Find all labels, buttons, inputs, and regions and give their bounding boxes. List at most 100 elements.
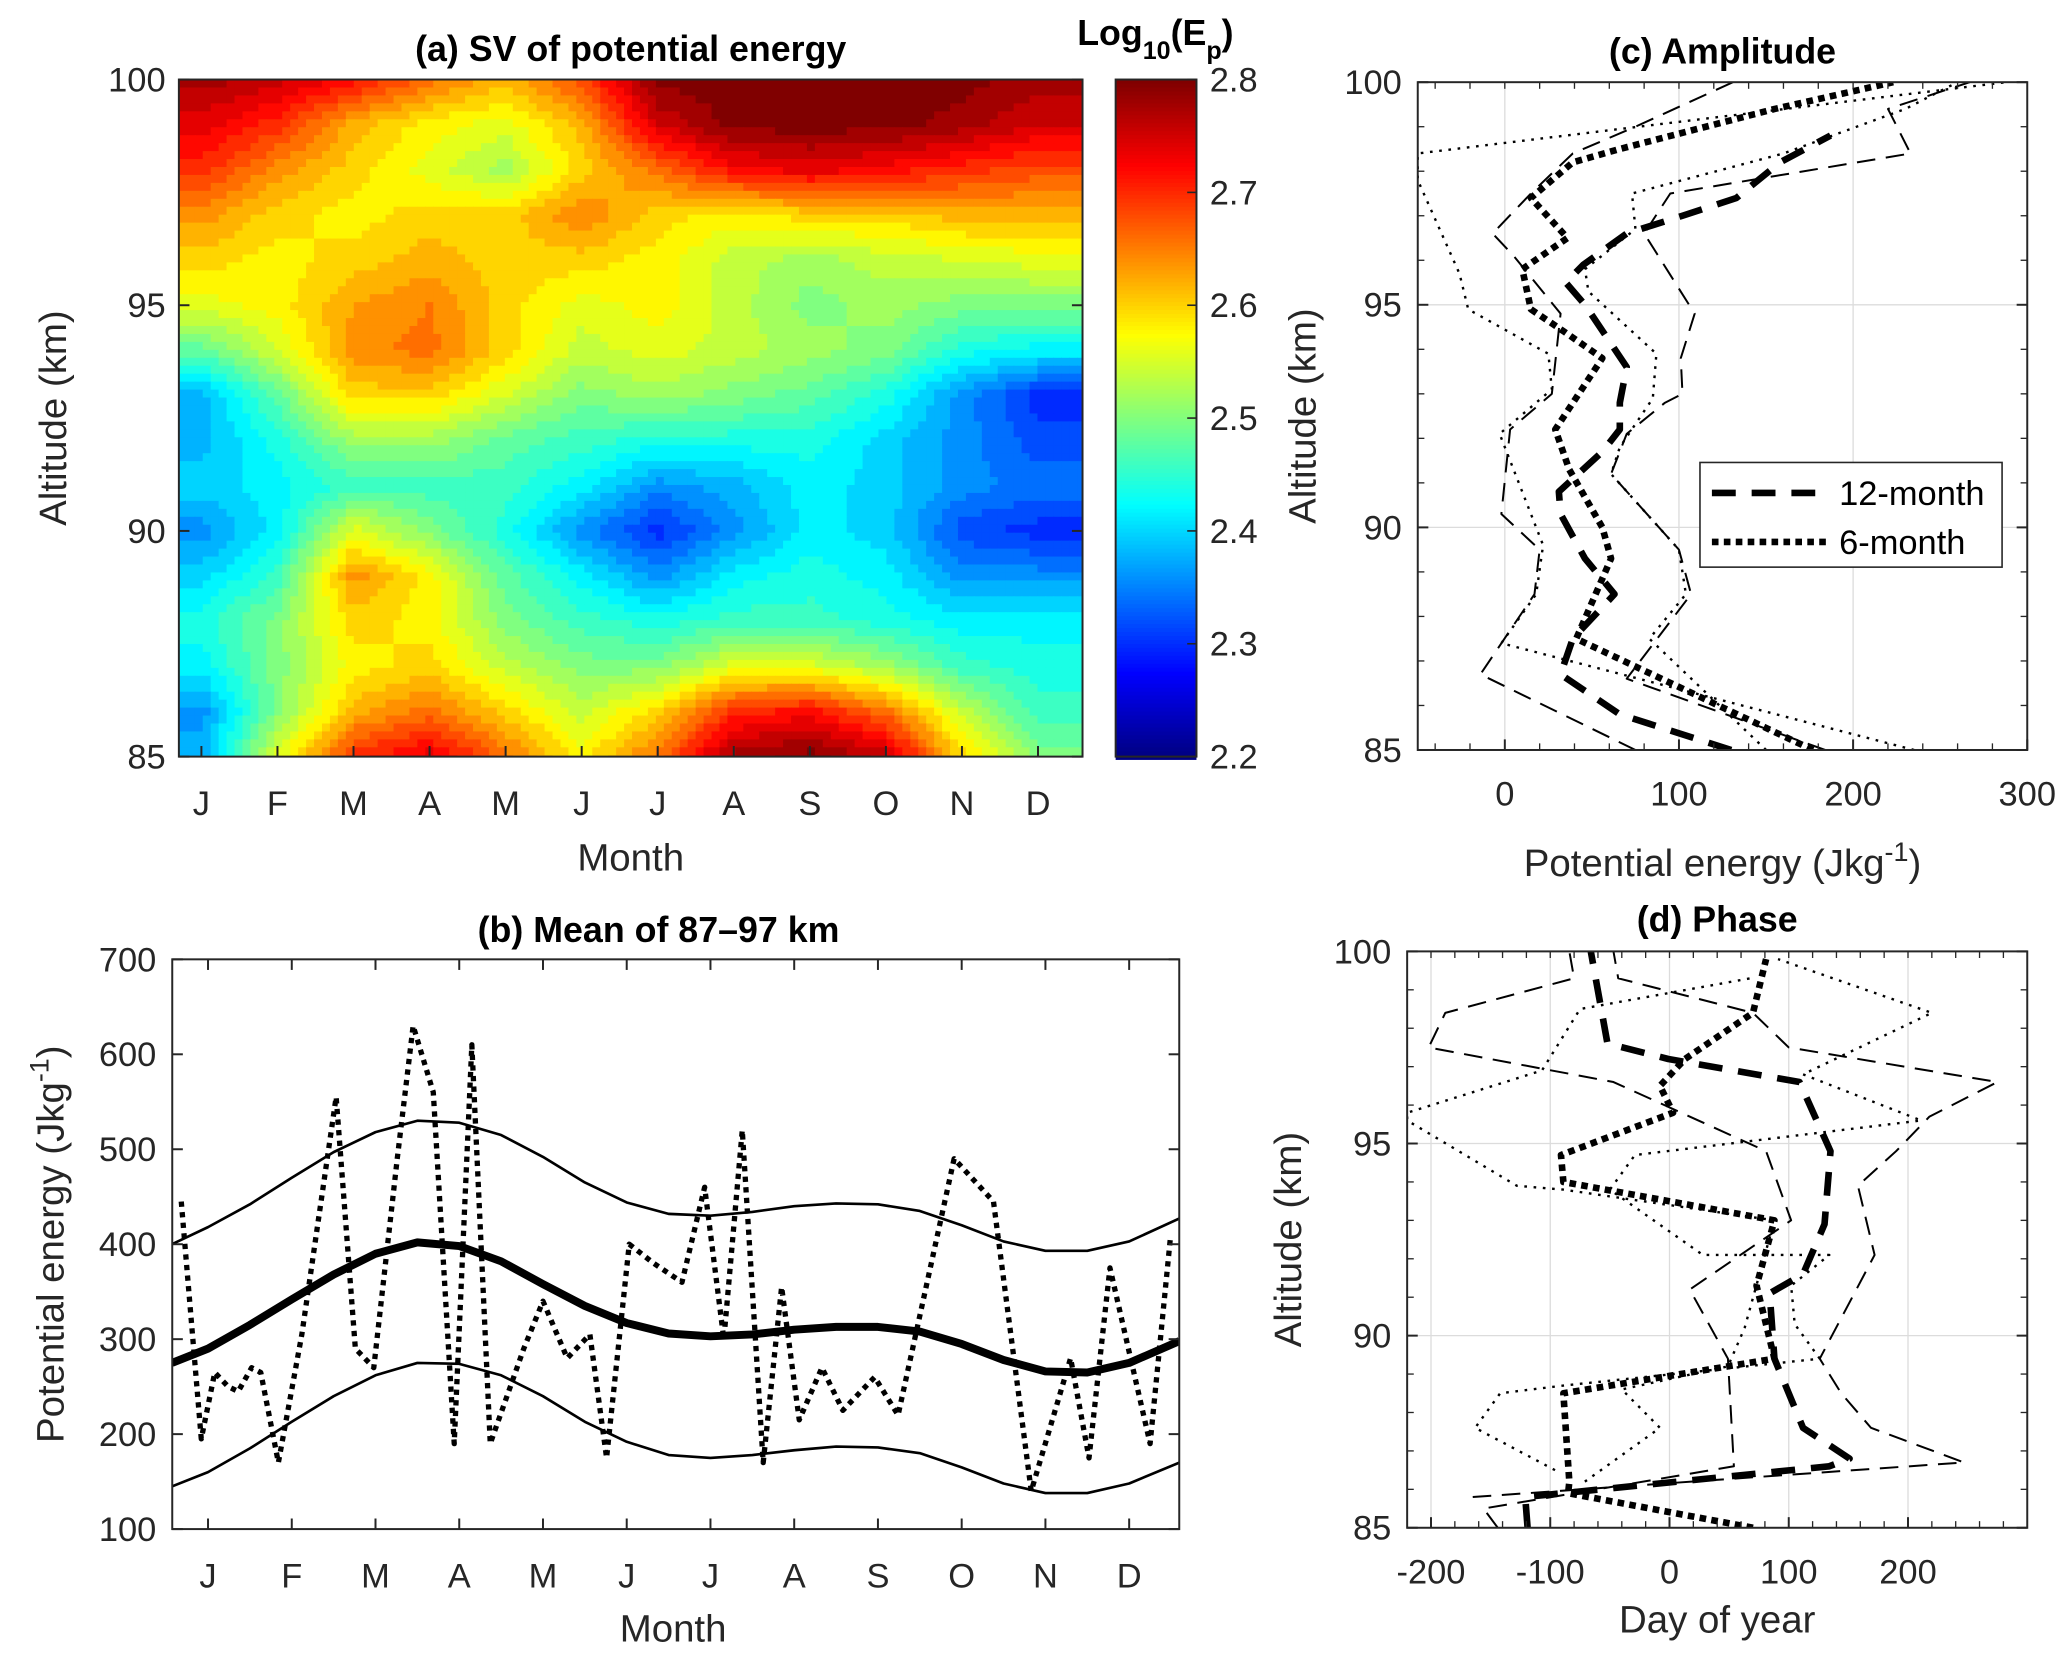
heatmap-cell (488, 397, 498, 407)
heatmap-cell (194, 421, 204, 430)
heatmap-cell (345, 333, 355, 343)
heatmap-cell (918, 357, 927, 367)
heatmap-cell (441, 206, 450, 216)
heatmap-cell (854, 294, 864, 303)
heatmap-cell (957, 278, 967, 287)
heatmap-cell (584, 127, 593, 136)
heatmap-cell (616, 206, 625, 216)
heatmap-cell (751, 413, 760, 423)
heatmap-cell (918, 254, 927, 264)
heatmap-cell (512, 87, 522, 97)
heatmap-cell (647, 325, 657, 335)
heatmap-cell (592, 135, 601, 144)
heatmap-cell (353, 159, 363, 168)
heatmap-cell (806, 238, 816, 248)
heatmap-cell (369, 230, 379, 240)
heatmap-cell (504, 262, 514, 271)
heatmap-cell (425, 421, 434, 430)
heatmap-cell (377, 238, 387, 248)
heatmap-cell (735, 95, 744, 105)
heatmap-cell (568, 413, 578, 423)
heatmap-cell (488, 143, 498, 152)
heatmap-cell (671, 206, 681, 216)
heatmap-cell (1037, 166, 1047, 176)
heatmap-cell (957, 222, 967, 232)
heatmap-cell (234, 302, 244, 311)
heatmap-cell (536, 246, 546, 256)
heatmap-cell (473, 341, 482, 351)
heatmap-cell (997, 310, 1007, 319)
heatmap-cell (791, 222, 800, 232)
heatmap-cell (258, 87, 267, 97)
heatmap-cell (989, 413, 999, 423)
heatmap-cell (878, 238, 888, 248)
heatmap-cell (1069, 397, 1078, 407)
heatmap-cell (298, 143, 307, 152)
heatmap-cell (274, 174, 283, 184)
heatmap-cell (202, 127, 212, 136)
heatmap-cell (210, 198, 220, 208)
heatmap-cell (377, 182, 387, 192)
heatmap-cell (632, 95, 641, 105)
heatmap-cell (1045, 278, 1055, 287)
heatmap-cell (854, 238, 864, 248)
heatmap-cell (377, 333, 387, 343)
heatmap-cell (345, 325, 355, 335)
heatmap-cell (353, 79, 363, 89)
heatmap-cell (425, 190, 434, 200)
heatmap-cell (981, 135, 991, 144)
heatmap-cell (926, 111, 935, 120)
heatmap-cell (592, 111, 601, 120)
heatmap-cell (536, 254, 546, 264)
heatmap-cell (775, 262, 784, 271)
heatmap-cell (989, 389, 999, 399)
heatmap-cell (632, 302, 641, 311)
heatmap-cell (981, 270, 991, 279)
heatmap-cell (1077, 381, 1084, 391)
heatmap-cell (902, 373, 911, 383)
heatmap-cell (608, 230, 617, 240)
heatmap-cell (727, 333, 737, 343)
heatmap-cell (314, 286, 323, 295)
heatmap-cell (417, 310, 426, 319)
heatmap-cell (687, 262, 697, 271)
heatmap-cell (926, 421, 935, 430)
heatmap-cell (306, 206, 315, 216)
heatmap-cell (624, 230, 633, 240)
heatmap-cell (695, 302, 705, 311)
heatmap-cell (719, 182, 729, 192)
heatmap-cell (862, 413, 872, 423)
heatmap-cell (441, 278, 450, 287)
heatmap-cell (480, 119, 490, 128)
heatmap-cell (290, 87, 299, 97)
heatmap-cells (178, 79, 1084, 758)
heatmap-cell (655, 222, 665, 232)
heatmap-cell (290, 151, 299, 160)
heatmap-cell (671, 318, 681, 327)
heatmap-cell (981, 389, 991, 399)
heatmap-cell (520, 318, 530, 327)
heatmap-cell (902, 278, 911, 287)
heatmap-cell (679, 206, 689, 216)
heatmap-cell (608, 278, 617, 287)
heatmap-cell (1053, 166, 1062, 176)
heatmap-cell (695, 87, 705, 97)
heatmap-cell (759, 325, 768, 335)
heatmap-cell (830, 421, 840, 430)
heatmap-cell (783, 349, 792, 359)
heatmap-cell (433, 421, 442, 430)
heatmap-cell (997, 135, 1007, 144)
heatmap-cell (719, 246, 729, 256)
heatmap-cell (266, 222, 275, 232)
heatmap-cell (886, 246, 896, 256)
heatmap-cell (377, 310, 387, 319)
heatmap-cell (981, 262, 991, 271)
heatmap-cell (775, 190, 784, 200)
heatmap-cell (218, 349, 228, 359)
heatmap-cell (894, 286, 903, 295)
heatmap-cell (226, 325, 236, 335)
heatmap-cell (210, 365, 220, 375)
heatmap-cell (727, 421, 737, 430)
heatmap-cell (1077, 79, 1084, 89)
heatmap-cell (449, 357, 458, 367)
